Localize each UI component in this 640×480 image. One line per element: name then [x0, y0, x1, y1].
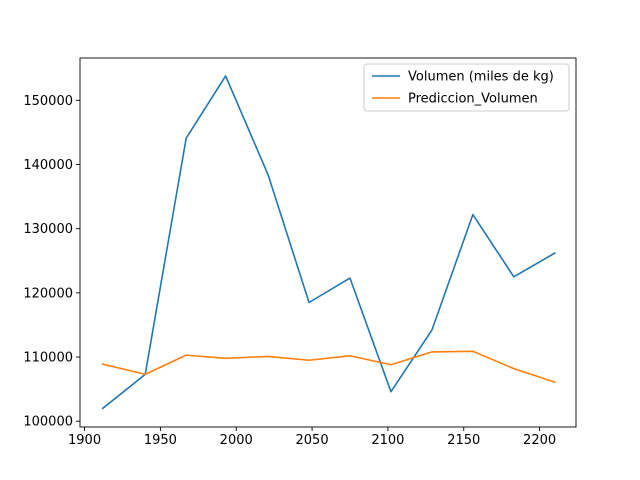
- x-tick-label: 2150: [447, 433, 480, 448]
- axes: 1900 1950 2000 2050 2100 2150 2200 100000 110000…: [23, 57, 577, 448]
- legend: Volumen (miles de kg) Prediccion_Volumen: [363, 63, 570, 112]
- plot-area: [101, 75, 556, 410]
- x-tick-label: 2050: [296, 433, 329, 448]
- axes-frame: [79, 57, 577, 428]
- y-tick-label: 150000: [23, 94, 73, 109]
- legend-label-1: Volumen (miles de kg): [408, 70, 554, 85]
- x-tick-label: 2200: [523, 433, 556, 448]
- series-line-2: [101, 350, 556, 384]
- series-line-1: [101, 75, 556, 410]
- y-tick-label: 120000: [23, 286, 73, 301]
- x-tick-label: 2000: [220, 433, 253, 448]
- legend-box: [363, 63, 570, 112]
- x-tick-label: 2100: [371, 433, 404, 448]
- y-tick-label: 100000: [23, 415, 73, 430]
- x-tick-label: 1900: [68, 433, 101, 448]
- x-tick-label: 1950: [144, 433, 177, 448]
- y-tick-label: 110000: [23, 351, 73, 366]
- legend-label-2: Prediccion_Volumen: [408, 92, 538, 107]
- y-tick-label: 140000: [23, 158, 73, 173]
- y-tick-label: 130000: [23, 222, 73, 237]
